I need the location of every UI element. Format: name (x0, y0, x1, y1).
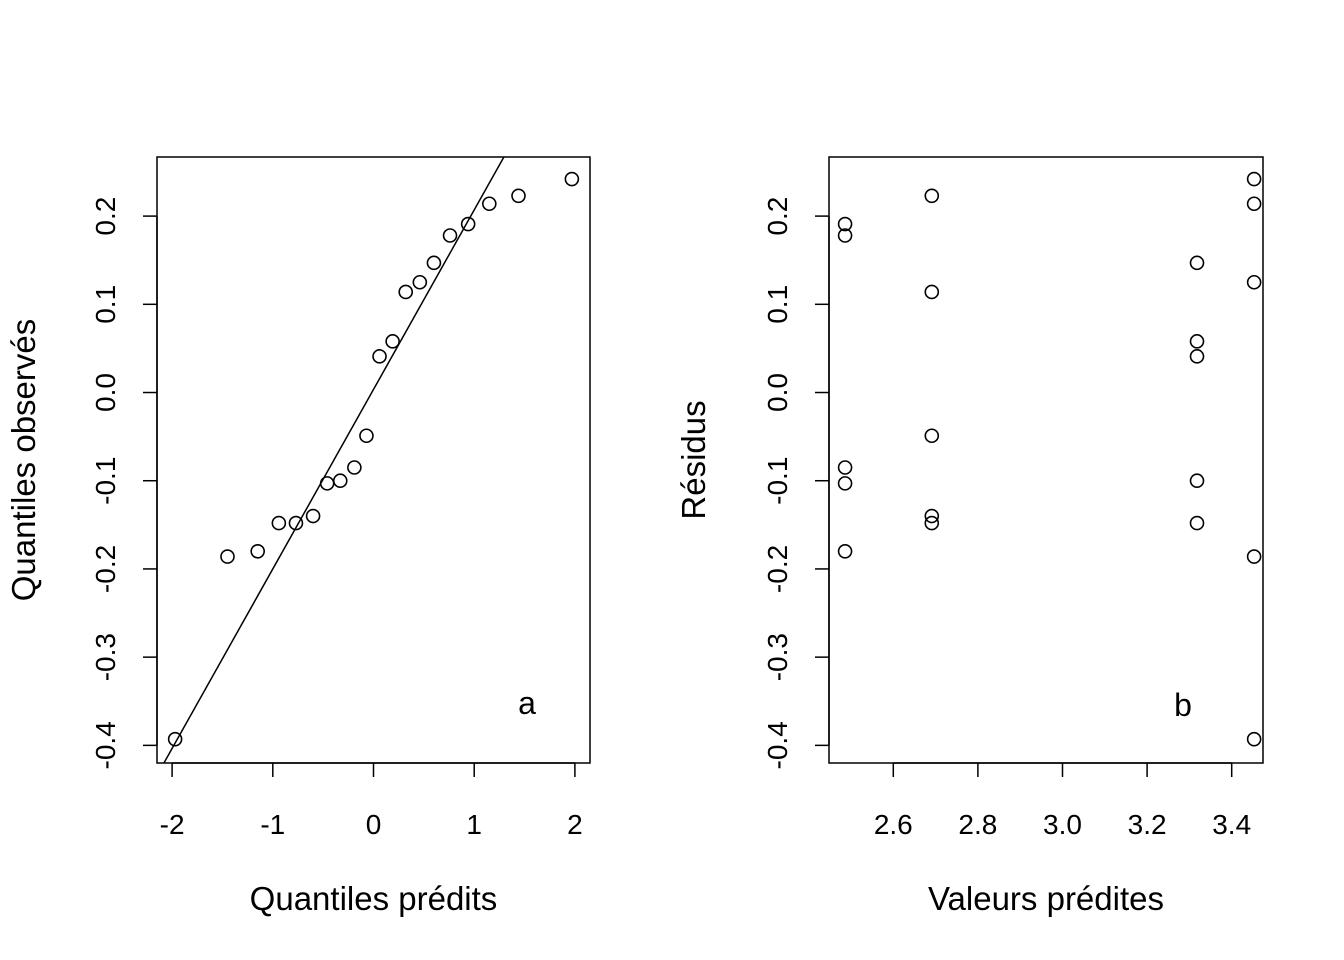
residuals-data-point (837, 216, 853, 232)
qq-data-point (271, 515, 287, 531)
residuals-data-point (1189, 334, 1205, 349)
qq-y-tick-label: 0.1 (90, 285, 121, 324)
residuals-y-tick-label: -0.1 (762, 457, 793, 505)
qq-y-tick-label: -0.3 (90, 633, 121, 681)
qq-data-point (412, 274, 428, 290)
qq-data-point (460, 216, 476, 232)
residuals-data-point (837, 543, 853, 559)
qq-data-point (385, 334, 400, 349)
residuals-y-axis-title: Résidus (675, 400, 712, 519)
qq-x-axis: -2 -1 0 1 2 (160, 762, 583, 840)
residuals-y-tick-label: -0.3 (762, 633, 793, 681)
qq-y-tick-label: 0.0 (90, 373, 121, 412)
residuals-data-point (837, 476, 853, 491)
residuals-data-point (837, 460, 853, 475)
residuals-data-point (1246, 549, 1262, 564)
residuals-y-tick-label: 0.0 (762, 373, 793, 412)
qq-data-point (167, 731, 183, 747)
residuals-plot-panel: 2.6 2.8 3.0 3.2 3.4 -0.4 -0.3 -0.2 -0.1 0.0 0.1 0.… (675, 156, 1264, 917)
residuals-data-point (924, 428, 940, 444)
residuals-data-point (1189, 473, 1205, 489)
qq-data-point (332, 473, 348, 489)
residuals-data-point (1246, 731, 1262, 747)
residuals-data-point (924, 515, 940, 531)
qq-panel-label: a (518, 685, 536, 721)
residuals-x-tick-label: 3.0 (1043, 809, 1082, 840)
residuals-x-axis: 2.6 2.8 3.0 3.2 3.4 (874, 762, 1251, 840)
residuals-data-point (1246, 171, 1262, 187)
qq-x-tick-label: -2 (160, 809, 185, 840)
qq-data-point (319, 476, 335, 491)
residuals-y-tick-label: 0.1 (762, 285, 793, 324)
qq-data-point (372, 349, 387, 364)
qq-data-point (347, 460, 362, 475)
qq-x-tick-label: 2 (567, 809, 583, 840)
qq-x-tick-label: -1 (260, 809, 285, 840)
qq-data-point (511, 188, 526, 204)
residuals-data-point (924, 284, 940, 300)
qq-y-axis: -0.4 -0.3 -0.2 -0.1 0.0 0.1 0.2 (90, 197, 158, 769)
qq-y-tick-label: -0.4 (90, 721, 121, 769)
residuals-data-point (1189, 515, 1205, 531)
qq-x-tick-label: 0 (366, 809, 382, 840)
residuals-data-point (1189, 349, 1205, 364)
residuals-data-point (1189, 255, 1205, 271)
qq-plot-frame (156, 156, 591, 764)
qq-x-tick-label: 1 (466, 809, 482, 840)
qq-data-point (359, 428, 374, 444)
residuals-data-point (1246, 274, 1262, 290)
qq-x-axis-title: Quantiles prédits (250, 880, 498, 917)
residuals-panel-label: b (1174, 687, 1192, 723)
qq-data-point (442, 228, 458, 243)
residuals-data-point (1246, 196, 1262, 212)
qq-data-point (250, 543, 265, 559)
residuals-x-tick-label: 3.4 (1212, 809, 1251, 840)
residuals-x-axis-title: Valeurs prédites (928, 880, 1164, 917)
residuals-data-point (837, 228, 853, 243)
residuals-y-tick-label: -0.2 (762, 545, 793, 593)
residuals-data-point (924, 188, 940, 204)
qq-data-point (220, 549, 235, 564)
residuals-x-tick-label: 3.2 (1128, 809, 1167, 840)
qq-data-point (398, 284, 414, 300)
qq-y-tick-label: 0.2 (90, 197, 121, 236)
qq-data-point (426, 255, 442, 271)
residuals-y-axis: -0.4 -0.3 -0.2 -0.1 0.0 0.1 0.2 (762, 197, 830, 769)
residuals-x-tick-label: 2.6 (874, 809, 913, 840)
qq-data-point (305, 508, 321, 524)
residuals-x-tick-label: 2.8 (958, 809, 997, 840)
qq-reference-line-group (163, 157, 505, 763)
qq-y-tick-label: -0.2 (90, 545, 121, 593)
qq-data-point (482, 196, 497, 212)
residuals-points (837, 171, 1262, 747)
qq-y-tick-label: -0.1 (90, 457, 121, 505)
residuals-y-tick-label: 0.2 (762, 197, 793, 236)
qq-reference-line (163, 157, 505, 763)
qq-points (167, 171, 580, 747)
qq-data-point (288, 515, 304, 531)
residuals-data-point (924, 508, 940, 524)
qq-data-point (564, 171, 580, 187)
residuals-y-tick-label: -0.4 (762, 721, 793, 769)
qq-plot-panel: -2 -1 0 1 2 -0.4 -0.3 -0.2 -0.1 0.0 0.1 0.2 Quanti… (5, 156, 591, 917)
residuals-plot-frame (828, 156, 1264, 764)
qq-y-axis-title: Quantiles observés (5, 319, 42, 601)
